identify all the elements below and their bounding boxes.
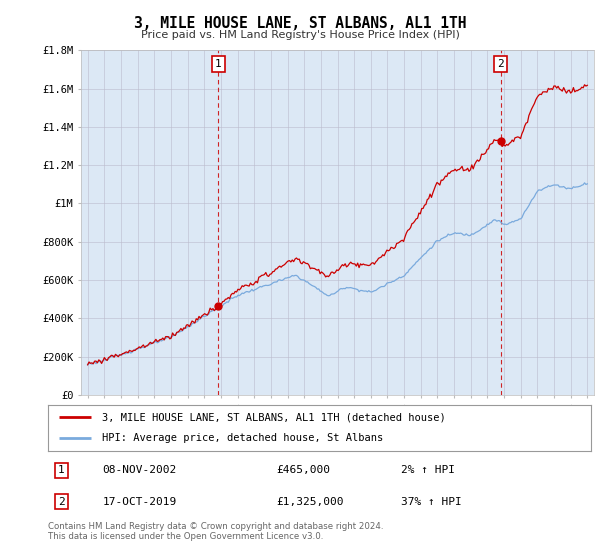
Text: 37% ↑ HPI: 37% ↑ HPI [401,497,462,507]
Text: 3, MILE HOUSE LANE, ST ALBANS, AL1 1TH: 3, MILE HOUSE LANE, ST ALBANS, AL1 1TH [134,16,466,31]
Text: 2: 2 [58,497,65,507]
Text: Price paid vs. HM Land Registry's House Price Index (HPI): Price paid vs. HM Land Registry's House … [140,30,460,40]
Text: HPI: Average price, detached house, St Albans: HPI: Average price, detached house, St A… [103,433,383,444]
Text: 3, MILE HOUSE LANE, ST ALBANS, AL1 1TH (detached house): 3, MILE HOUSE LANE, ST ALBANS, AL1 1TH (… [103,412,446,422]
Text: £465,000: £465,000 [276,465,330,475]
Text: 1: 1 [58,465,65,475]
Text: 1: 1 [215,59,222,69]
Text: 08-NOV-2002: 08-NOV-2002 [103,465,176,475]
Text: 17-OCT-2019: 17-OCT-2019 [103,497,176,507]
Text: Contains HM Land Registry data © Crown copyright and database right 2024.
This d: Contains HM Land Registry data © Crown c… [48,522,383,542]
Text: 2: 2 [497,59,504,69]
Text: £1,325,000: £1,325,000 [276,497,344,507]
Text: 2% ↑ HPI: 2% ↑ HPI [401,465,455,475]
